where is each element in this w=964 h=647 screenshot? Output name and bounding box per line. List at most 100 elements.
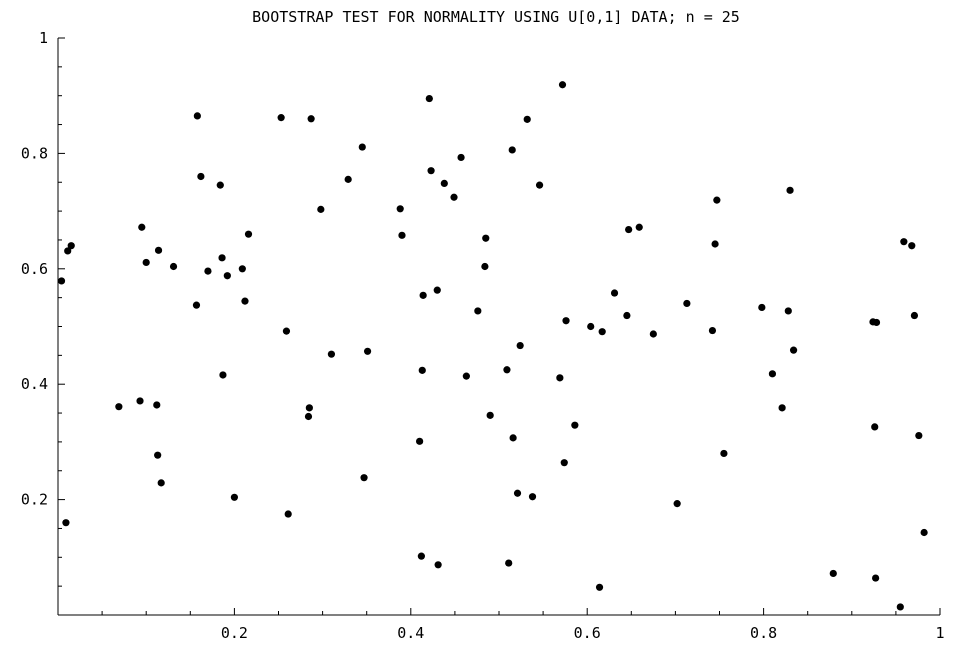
data-point [708, 326, 717, 335]
data-point [204, 267, 212, 275]
data-point [197, 172, 205, 181]
data-point [193, 112, 201, 120]
data-point [419, 291, 427, 299]
data-point [758, 303, 766, 312]
data-point [216, 181, 224, 189]
data-point [344, 175, 352, 183]
data-point [871, 423, 879, 431]
data-point [223, 272, 231, 280]
data-point [713, 196, 721, 204]
data-point [142, 258, 150, 267]
data-point [433, 286, 441, 294]
data-point [450, 193, 458, 201]
data-point [417, 552, 425, 560]
data-point [610, 289, 619, 297]
data-point [398, 231, 406, 239]
data-point [482, 234, 490, 242]
data-point [784, 307, 792, 315]
data-point [625, 225, 633, 234]
data-point [277, 114, 285, 122]
data-point [786, 186, 794, 194]
data-point [115, 403, 123, 411]
data-point [720, 449, 728, 458]
data-point [872, 318, 881, 327]
data-point [64, 247, 72, 255]
data-point [434, 561, 442, 569]
data-point [157, 479, 165, 487]
data-point [595, 583, 604, 591]
data-point [598, 328, 606, 336]
data-point [67, 242, 75, 250]
data-point [683, 299, 691, 308]
data-point [513, 489, 522, 497]
data-point [154, 246, 163, 254]
data-point [396, 205, 404, 213]
data-point [358, 143, 366, 151]
data-point [425, 94, 433, 103]
data-point [778, 404, 786, 412]
data-point [244, 230, 253, 238]
ticks-layer [58, 37, 941, 615]
x-tick-label: 0.4 [397, 624, 424, 642]
data-point [587, 322, 595, 331]
tick-labels-layer: 0.2 0.4 0.6 0.8 1 0.2 0.4 0.6 0.8 1 [21, 29, 945, 642]
data-point [508, 146, 516, 154]
data-point [915, 431, 923, 440]
data-point [307, 115, 315, 123]
y-tick-label: 1 [39, 29, 48, 47]
y-tick-label: 0.4 [21, 375, 48, 393]
data-point [238, 265, 246, 273]
y-tick-label: 0.8 [21, 144, 48, 162]
data-point [462, 372, 470, 380]
data-point [218, 254, 226, 262]
data-point [556, 374, 564, 382]
data-point [474, 307, 482, 315]
data-point [219, 371, 227, 379]
data-point [57, 277, 66, 285]
data-point [486, 411, 494, 419]
data-point [327, 350, 336, 358]
points-layer [57, 81, 928, 611]
data-point [481, 262, 489, 271]
data-point [623, 311, 631, 320]
data-point [673, 500, 681, 508]
data-point [305, 404, 313, 412]
data-point [910, 311, 919, 320]
data-point [558, 81, 567, 89]
data-point [900, 238, 908, 246]
data-point [711, 240, 719, 248]
data-point [230, 493, 238, 501]
data-point [635, 223, 643, 231]
data-point [153, 401, 161, 409]
data-point [571, 421, 579, 429]
data-point [62, 519, 70, 527]
data-point [169, 262, 178, 271]
data-point [829, 569, 837, 578]
data-point [503, 366, 511, 374]
y-tick-label: 0.6 [21, 260, 48, 278]
x-tick-label: 0.2 [221, 624, 248, 642]
data-point [920, 528, 928, 537]
x-tick-label: 0.6 [574, 624, 601, 642]
data-point [535, 181, 544, 189]
data-point [416, 437, 424, 445]
data-point [363, 347, 372, 355]
data-point [789, 346, 798, 354]
data-point [457, 153, 465, 162]
data-point [505, 559, 513, 567]
data-point [768, 370, 777, 378]
data-point [440, 179, 448, 188]
data-point [360, 474, 368, 482]
data-point [560, 459, 568, 467]
data-point [528, 493, 537, 501]
data-point [192, 301, 201, 309]
data-point [908, 242, 916, 250]
data-point [427, 167, 435, 175]
data-point [317, 205, 325, 213]
data-point [282, 327, 291, 335]
data-point [896, 603, 904, 611]
data-point [516, 341, 524, 350]
data-point [523, 115, 531, 123]
data-point [304, 412, 313, 421]
